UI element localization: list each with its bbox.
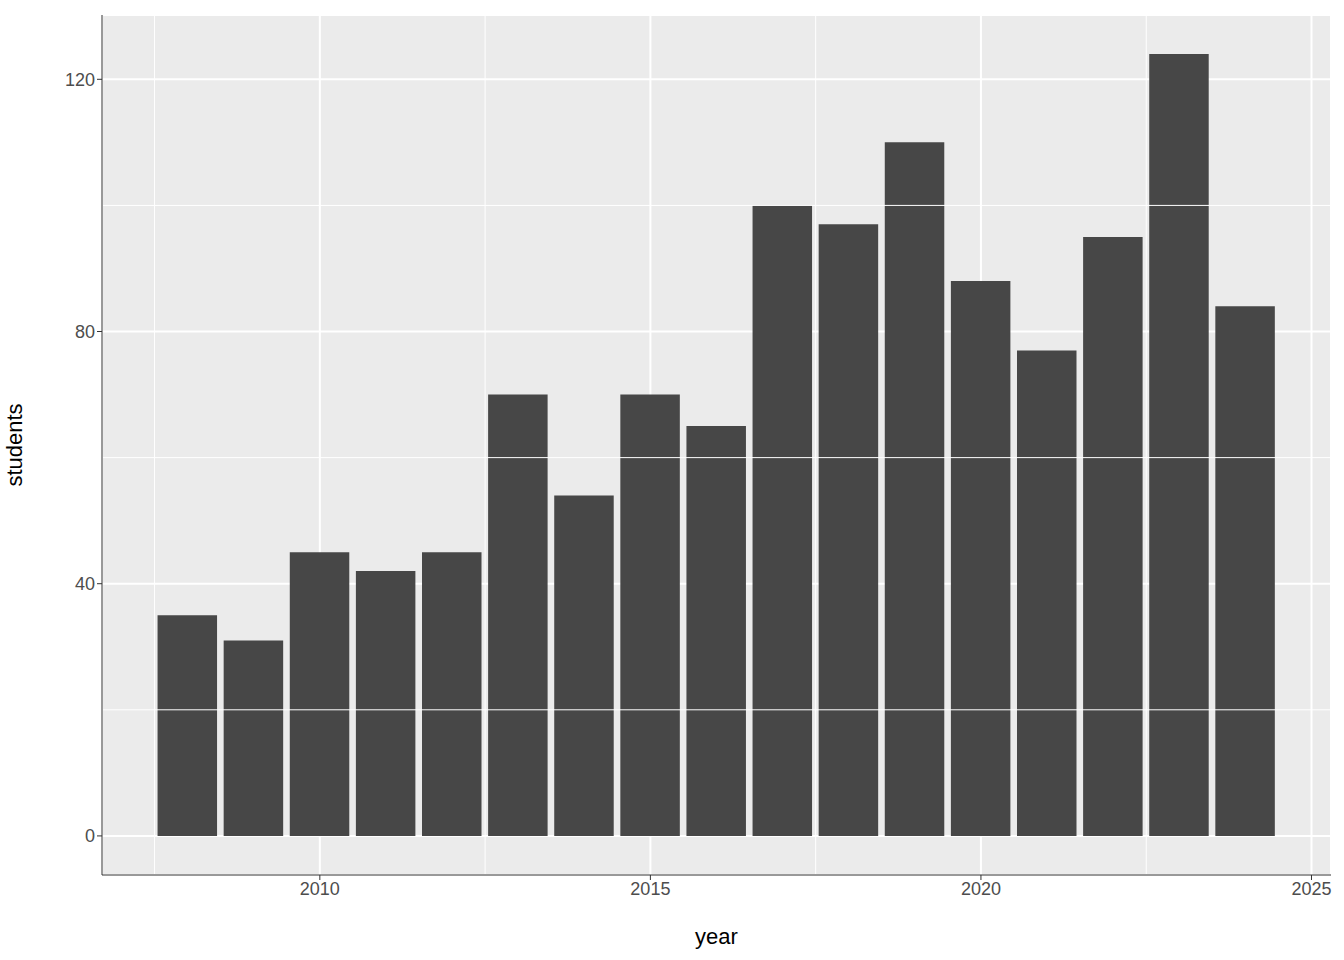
svg-text:0: 0 xyxy=(85,826,95,846)
svg-text:120: 120 xyxy=(65,70,95,90)
svg-text:2025: 2025 xyxy=(1291,879,1331,899)
svg-text:year: year xyxy=(695,924,738,949)
svg-text:2010: 2010 xyxy=(300,879,340,899)
svg-text:students: students xyxy=(8,403,27,486)
svg-text:2020: 2020 xyxy=(961,879,1001,899)
svg-text:80: 80 xyxy=(75,322,95,342)
svg-text:40: 40 xyxy=(75,574,95,594)
svg-text:2015: 2015 xyxy=(630,879,670,899)
